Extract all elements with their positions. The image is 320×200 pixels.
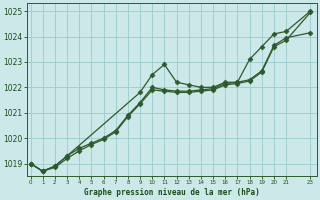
- X-axis label: Graphe pression niveau de la mer (hPa): Graphe pression niveau de la mer (hPa): [84, 188, 260, 197]
